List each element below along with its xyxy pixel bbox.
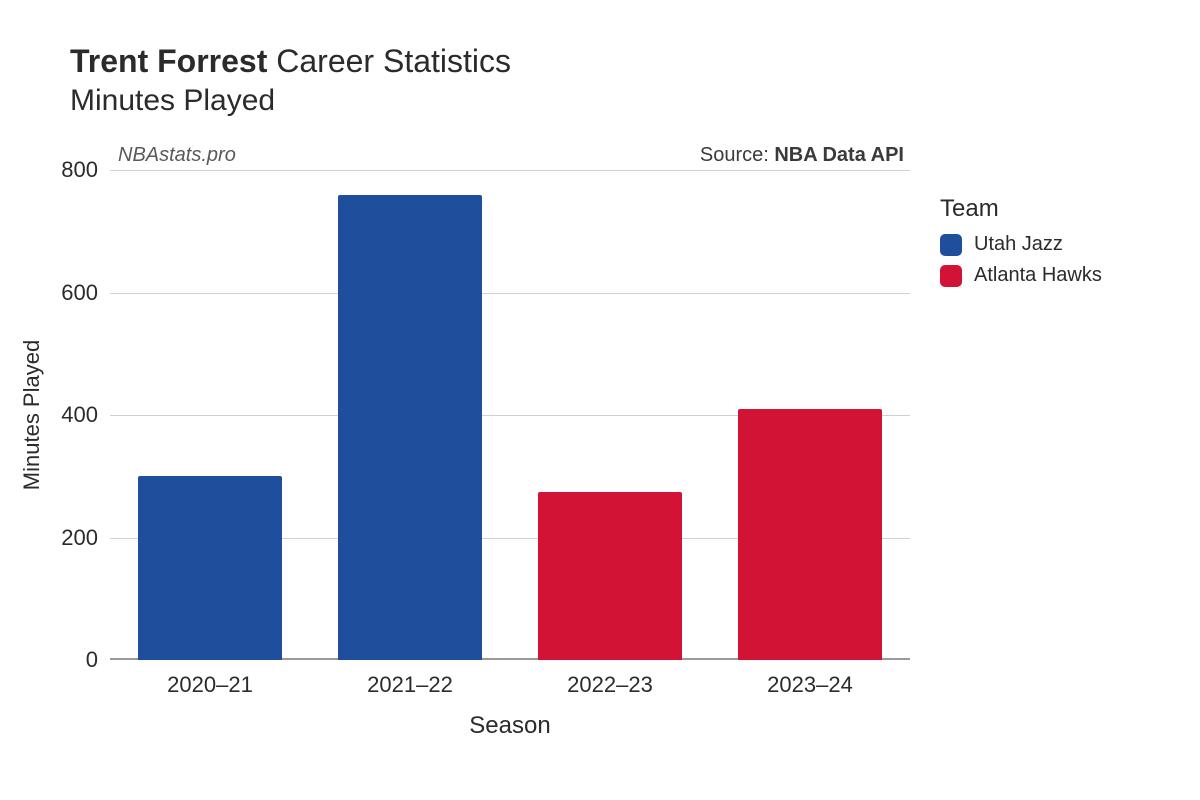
legend-item: Utah Jazz bbox=[940, 233, 1102, 256]
grid-line bbox=[110, 170, 910, 171]
x-axis-title: Season bbox=[469, 660, 550, 740]
plot-area: Minutes Played Season NBAstats.pro Sourc… bbox=[110, 170, 910, 660]
legend: Team Utah Jazz Atlanta Hawks bbox=[940, 195, 1102, 295]
legend-item: Atlanta Hawks bbox=[940, 264, 1102, 287]
chart-title: Trent Forrest Career Statistics bbox=[70, 42, 511, 80]
legend-label: Utah Jazz bbox=[974, 233, 1063, 256]
legend-label: Atlanta Hawks bbox=[974, 264, 1102, 287]
legend-swatch bbox=[940, 265, 962, 287]
y-tick-label: 200 bbox=[61, 525, 110, 551]
x-tick-label: 2021–22 bbox=[367, 660, 453, 698]
y-tick-label: 600 bbox=[61, 280, 110, 306]
source-text: Source: NBA Data API bbox=[700, 144, 904, 167]
bar bbox=[538, 492, 682, 660]
bar bbox=[338, 195, 482, 661]
x-tick-label: 2023–24 bbox=[767, 660, 853, 698]
x-tick-label: 2020–21 bbox=[167, 660, 253, 698]
title-player: Trent Forrest bbox=[70, 43, 267, 79]
watermark-text: NBAstats.pro bbox=[118, 144, 236, 167]
chart-subtitle: Minutes Played bbox=[70, 84, 511, 118]
y-tick-label: 800 bbox=[61, 157, 110, 183]
bar bbox=[138, 476, 282, 660]
legend-swatch bbox=[940, 234, 962, 256]
x-tick-label: 2022–23 bbox=[567, 660, 653, 698]
grid-line bbox=[110, 293, 910, 294]
title-rest: Career Statistics bbox=[267, 43, 511, 79]
y-axis-title: Minutes Played bbox=[19, 340, 45, 490]
chart-container: Trent Forrest Career Statistics Minutes … bbox=[0, 0, 1200, 800]
source-name: NBA Data API bbox=[774, 144, 904, 166]
y-tick-label: 400 bbox=[61, 402, 110, 428]
legend-title: Team bbox=[940, 195, 1102, 223]
title-block: Trent Forrest Career Statistics Minutes … bbox=[70, 42, 511, 118]
bar bbox=[738, 409, 882, 660]
source-prefix: Source: bbox=[700, 144, 774, 166]
y-tick-label: 0 bbox=[86, 647, 110, 673]
